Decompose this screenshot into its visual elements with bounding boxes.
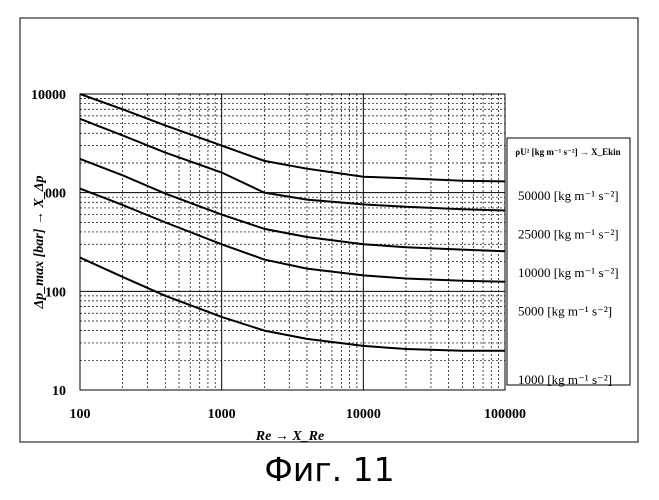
figure-caption: Фиг. 11 [264,450,395,489]
legend: ρU² [kg m⁻¹ s⁻²] → X_Ekin 50000 [kg m⁻¹ s… [506,137,631,387]
series-line [79,117,506,212]
x-tick-label: 100000 [484,407,526,422]
series-line [79,93,506,183]
x-axis-label: Re → X_Re [255,429,324,444]
y-tick-label: 10000 [31,88,66,103]
legend-box [506,137,631,386]
y-tick-label: 10 [52,384,66,399]
legend-title: ρU² [kg m⁻¹ s⁻²] → X_Ekin [515,147,620,157]
y-axis-label: Δp_max [bar] → X_Δp [32,175,47,309]
x-tick-label: 1000 [208,407,236,422]
outer-frame [19,17,639,443]
legend-entry: 25000 [kg m⁻¹ s⁻²] [518,227,619,242]
grid [79,94,505,391]
plot-area [79,93,506,391]
legend-entry: 1000 [kg m⁻¹ s⁻²] [518,372,612,387]
y-tick-label: 100 [45,285,66,300]
y-tick-label: 000 [45,187,66,202]
legend-entry: 50000 [kg m⁻¹ s⁻²] [518,188,619,203]
series-line [79,187,506,283]
legend-entry: 10000 [kg m⁻¹ s⁻²] [518,265,619,280]
x-tick-label: 100 [70,407,91,422]
series-line [79,157,506,253]
series [79,93,506,352]
legend-entry: 5000 [kg m⁻¹ s⁻²] [518,304,612,319]
x-tick-label: 10000 [346,407,381,422]
series-line [79,256,505,352]
